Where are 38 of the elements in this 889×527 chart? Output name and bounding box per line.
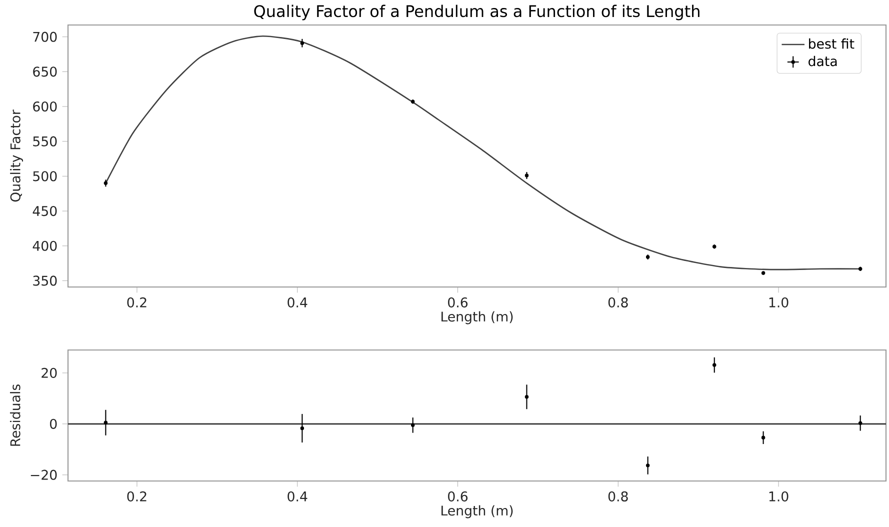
chart-title: Quality Factor of a Pendulum as a Function of its Length [254,4,700,20]
x-tick-label: 0.6 [448,491,468,502]
point [410,423,415,428]
y-tick-label: 450 [32,206,57,216]
y-tick-label: 500 [33,171,57,182]
x-tick-label: 0.2 [127,297,146,308]
y-axis-title: Residuals [10,384,20,446]
x-axis-title: Length (m) [442,311,513,324]
y-tick-label: −20 [30,470,57,480]
y-tick-label: 650 [33,66,57,77]
x-tick-label: 0.2 [127,491,146,502]
x-tick-label: 0.4 [288,491,308,502]
line-series [105,35,862,270]
point [712,363,716,367]
y-tick-label: 700 [33,32,57,42]
x-tick-label: 0.6 [448,297,468,308]
point [858,421,862,426]
legend-label: best fit [809,38,854,49]
point [104,420,108,424]
x-tick-label: 1.0 [769,297,788,308]
point [761,436,766,440]
point [646,464,650,468]
point [524,395,529,399]
y-tick-label: 350 [33,276,57,286]
x-tick-label: 0.4 [288,297,308,308]
y-tick-label: 400 [32,240,57,251]
y-tick-label: 20 [42,368,57,378]
y-axis-title: Quality Factor [10,110,24,202]
point [300,426,304,430]
y-tick-label: 550 [33,136,57,146]
x-axis-title: Length (m) [442,505,513,518]
x-tick-label: 0.8 [608,297,628,308]
legend-label: data [808,56,837,66]
x-tick-label: 0.8 [608,491,628,502]
x-tick-label: 1.0 [769,491,788,502]
y-tick-label: 600 [33,101,57,112]
point [300,41,304,45]
y-tick-label: 0 [50,418,57,429]
